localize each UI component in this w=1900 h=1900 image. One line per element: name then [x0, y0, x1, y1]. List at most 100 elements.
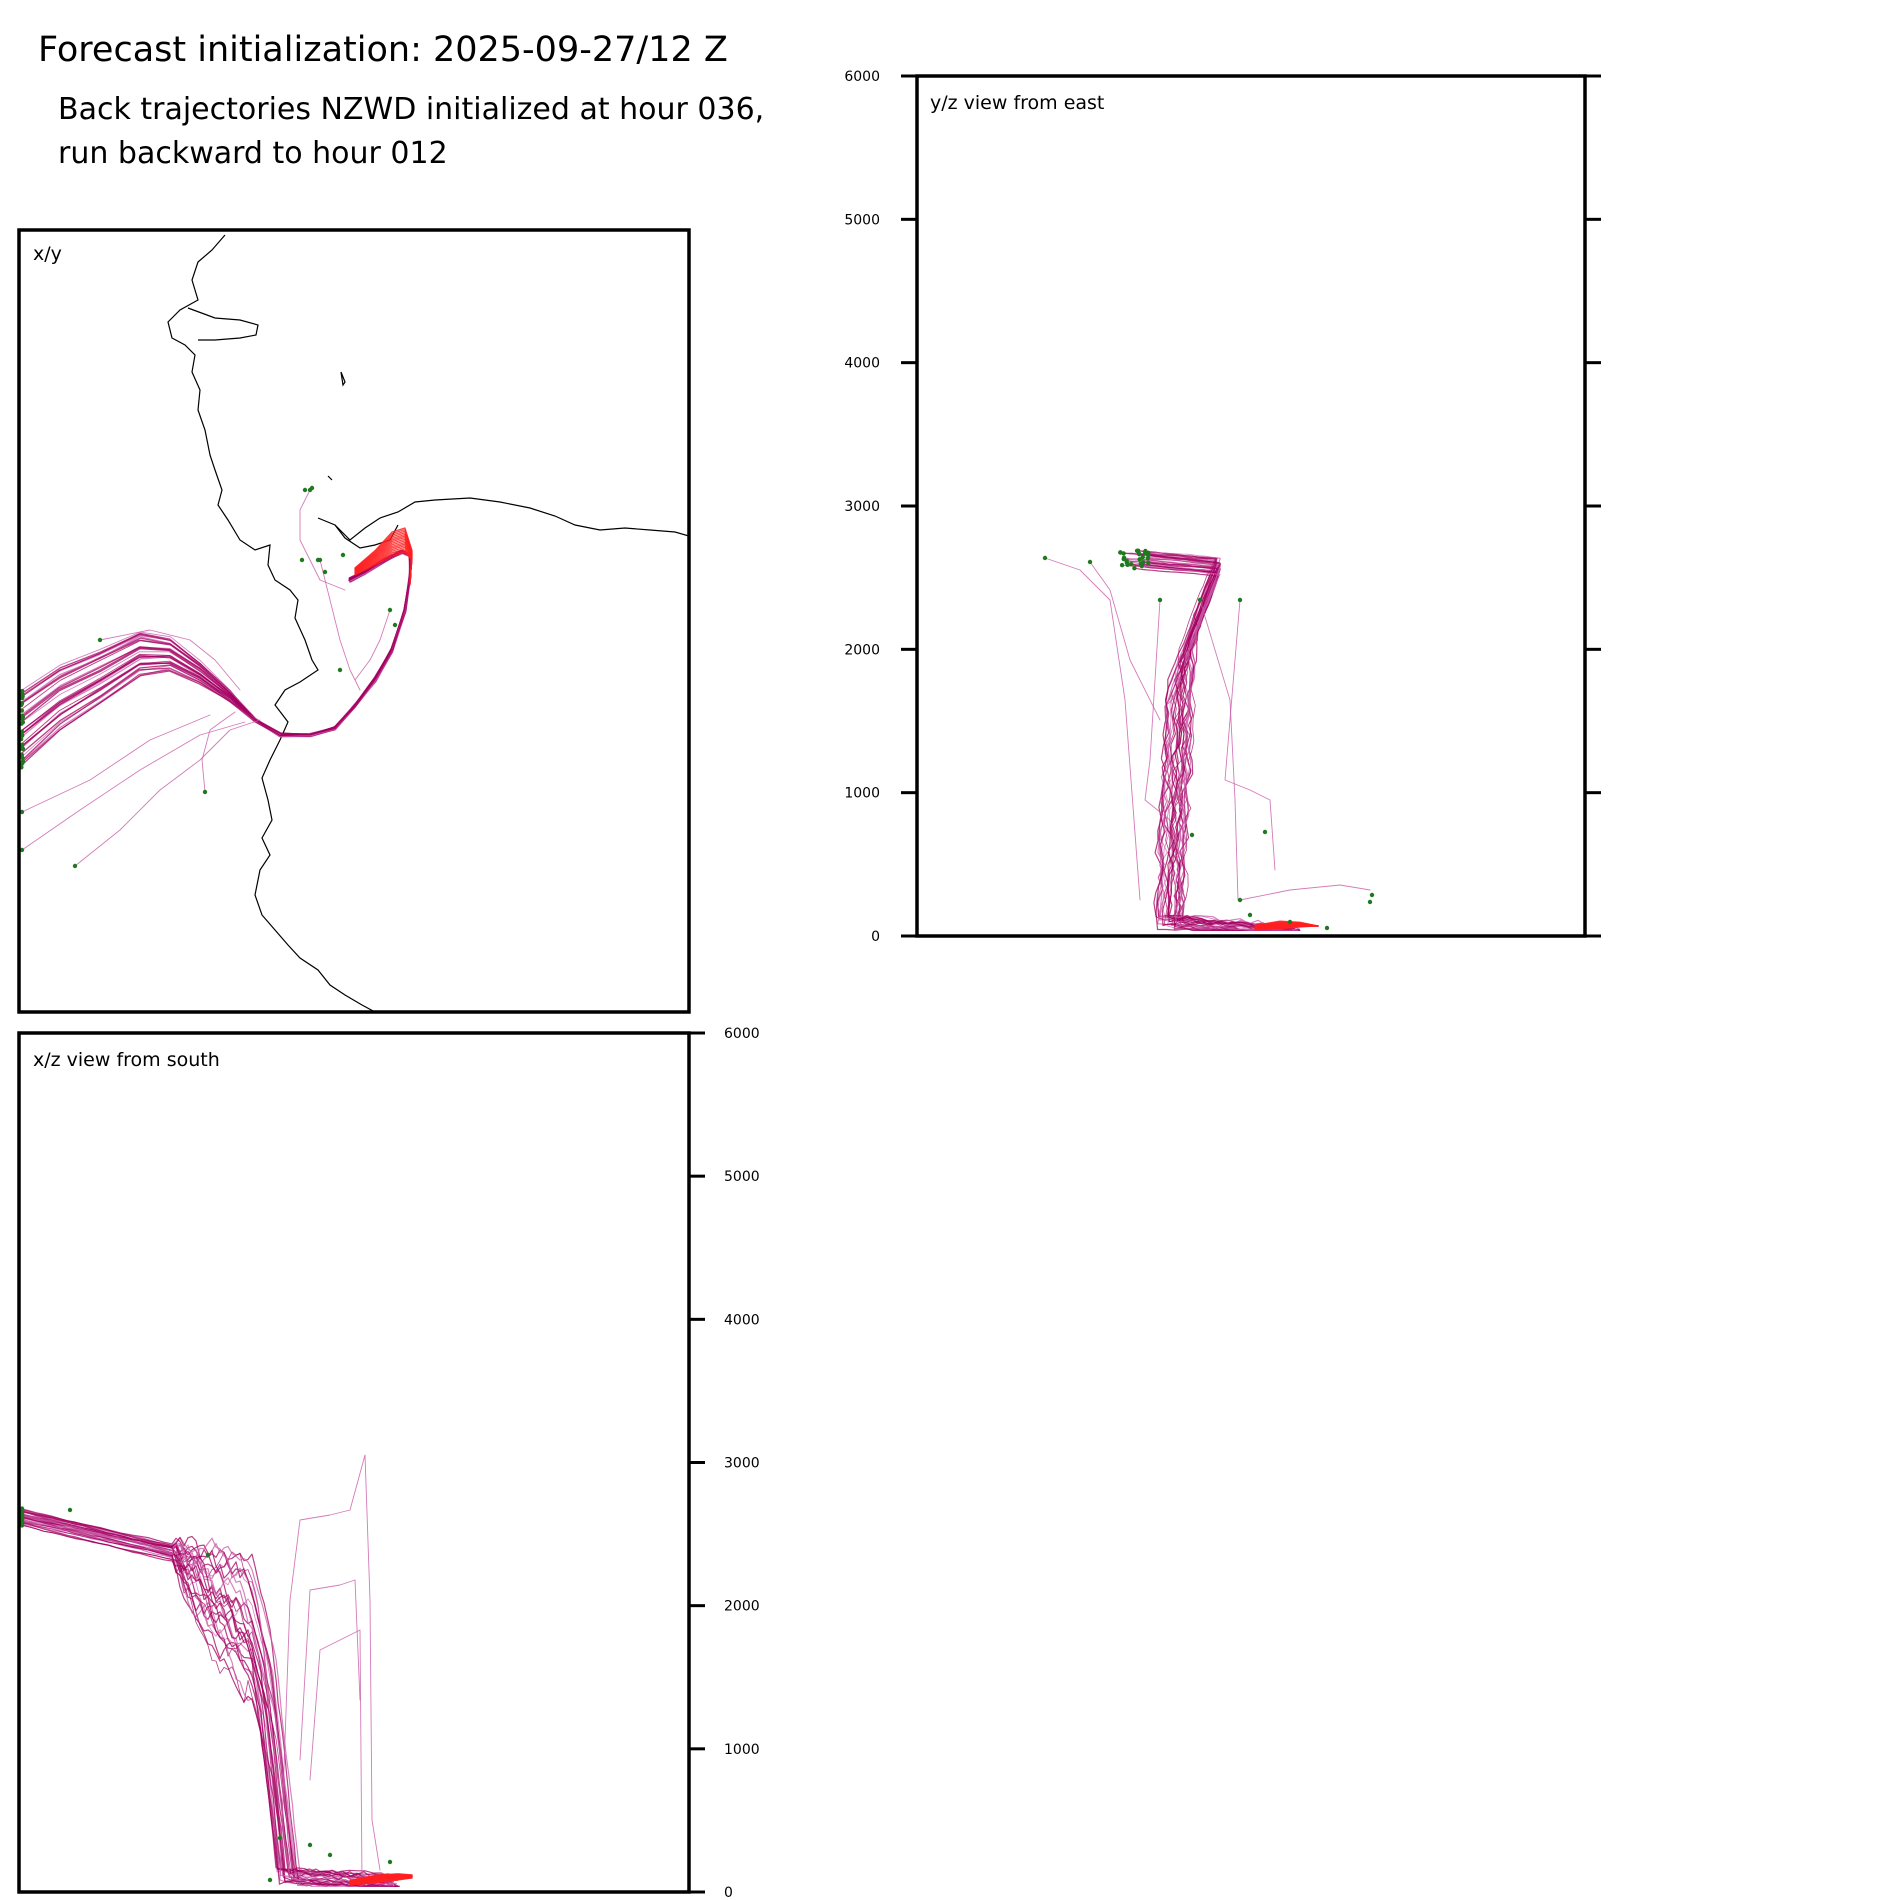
- xy-plot-area: [19, 234, 689, 1012]
- trajectory-endpoint: [67, 1507, 73, 1513]
- trajectory-endpoint: [1087, 559, 1093, 565]
- trajectory-endpoint: [307, 1842, 313, 1848]
- trajectory-line: [19, 1510, 400, 1887]
- xy-initial-segments: [354, 527, 413, 586]
- trajectory-endpoint: [1121, 555, 1127, 560]
- trajectory-endpoint: [72, 863, 78, 869]
- xy-frame: [17, 228, 691, 1014]
- trajectory-endpoint: [1324, 925, 1330, 931]
- trajectory-endpoint: [302, 487, 308, 493]
- xz-plot-area: [19, 1454, 413, 1887]
- trajectory-line: [1126, 560, 1294, 931]
- trajectory-endpoint: [267, 1877, 273, 1883]
- trajectory-line: [19, 552, 411, 766]
- trajectory-endpoint: [1367, 899, 1373, 905]
- trajectory-line: [1139, 558, 1296, 931]
- trajectory-endpoint: [1139, 563, 1145, 569]
- trajectory-line: [19, 1516, 394, 1879]
- y-tick-label: 4000: [844, 356, 880, 372]
- trajectory-endpoint: [19, 847, 25, 853]
- trajectory-line: [1145, 550, 1297, 931]
- trajectory-line: [19, 1513, 394, 1887]
- trajectory-line: [19, 1520, 397, 1887]
- trajectory-endpoint: [19, 695, 25, 701]
- trajectory-endpoint: [20, 714, 26, 720]
- y-tick-label: 5000: [844, 212, 880, 228]
- trajectory-line: [1138, 553, 1295, 931]
- y-tick-label: 6000: [844, 69, 880, 85]
- xy-panel-label: x/y: [33, 243, 62, 265]
- y-tick-label: 6000: [724, 1026, 760, 1042]
- trajectory-line: [1123, 557, 1298, 931]
- coastline-east: [317, 497, 689, 541]
- trajectory-line: [1123, 558, 1295, 928]
- trajectory-line: [1126, 562, 1300, 930]
- trajectory-endpoint: [1124, 558, 1129, 563]
- coastline-inlet: [187, 307, 259, 341]
- trajectory-endpoint: [1119, 562, 1125, 568]
- trajectory-line-outlier: [21, 721, 246, 851]
- trajectory-line: [1119, 551, 1296, 931]
- y-tick-label: 1000: [844, 786, 880, 802]
- trajectory-line: [1144, 552, 1294, 931]
- trajectory-endpoint: [202, 789, 208, 795]
- trajectory-line: [1126, 564, 1292, 931]
- trajectory-line: [1130, 563, 1293, 931]
- yz-endpoints: [1042, 548, 1375, 931]
- xy-trajectories: [19, 489, 412, 867]
- trajectory-endpoint: [19, 733, 25, 738]
- trajectory-endpoint: [1137, 552, 1142, 557]
- trajectory-line: [19, 1510, 397, 1879]
- trajectory-endpoint: [387, 1859, 393, 1865]
- trajectory-endpoint: [20, 720, 26, 725]
- trajectory-line-outlier: [279, 1454, 381, 1881]
- initial-segment: [349, 1873, 413, 1881]
- trajectory-endpoint: [1140, 560, 1146, 565]
- y-tick-label: 3000: [724, 1456, 760, 1472]
- trajectory-line: [20, 552, 411, 759]
- trajectory-endpoint: [1140, 554, 1145, 560]
- yz-y-axis: 0 1000 2000 3000 4000 5000 6000: [844, 69, 1601, 945]
- trajectory-line: [19, 1509, 399, 1887]
- trajectory-endpoint: [1157, 597, 1163, 603]
- trajectory-endpoint: [277, 1835, 283, 1841]
- trajectory-line-outlier: [1224, 599, 1276, 871]
- trajectory-endpoint: [309, 485, 315, 491]
- xy-endpoints: [19, 485, 398, 869]
- y-tick-label: 2000: [844, 642, 880, 658]
- trajectory-endpoint: [1369, 892, 1375, 898]
- island-dot: [327, 475, 333, 481]
- trajectory-line: [19, 1518, 397, 1879]
- trajectory-line-outlier: [319, 559, 361, 691]
- trajectory-line-outlier: [1239, 884, 1371, 901]
- trajectory-line-outlier: [354, 609, 391, 681]
- trajectory-line-outlier: [299, 1579, 361, 1761]
- trajectory-line: [19, 550, 412, 768]
- trajectory-line-outlier: [1199, 599, 1239, 901]
- trajectory-endpoint: [1132, 566, 1137, 571]
- yz-panel-label: y/z view from east: [930, 92, 1104, 114]
- y-tick-label: 5000: [724, 1169, 760, 1185]
- trajectory-endpoint: [20, 688, 25, 694]
- y-tick-label: 4000: [724, 1312, 760, 1328]
- trajectory-endpoint: [1262, 829, 1268, 835]
- trajectory-endpoint: [322, 569, 328, 575]
- trajectory-endpoint: [1237, 897, 1243, 903]
- trajectory-endpoint: [1189, 832, 1195, 838]
- yz-trajectories: [1044, 550, 1371, 931]
- trajectory-endpoint: [1146, 560, 1151, 566]
- trajectory-line: [1141, 565, 1295, 931]
- trajectory-line: [19, 551, 412, 756]
- trajectory-line: [1133, 567, 1301, 931]
- yz-initial-segments: [1254, 920, 1319, 931]
- trajectory-line-outlier: [99, 629, 241, 691]
- y-tick-label: 0: [871, 929, 880, 945]
- trajectory-endpoint: [19, 1511, 25, 1516]
- panel-xy: x/y: [17, 228, 691, 1014]
- trajectory-endpoint: [1247, 912, 1253, 918]
- trajectory-line: [19, 1513, 394, 1886]
- trajectory-line: [19, 1517, 396, 1887]
- trajectory-line-outlier: [1044, 557, 1141, 901]
- xz-y-axis: 0 1000 2000 3000 4000 5000 6000: [689, 1026, 760, 1900]
